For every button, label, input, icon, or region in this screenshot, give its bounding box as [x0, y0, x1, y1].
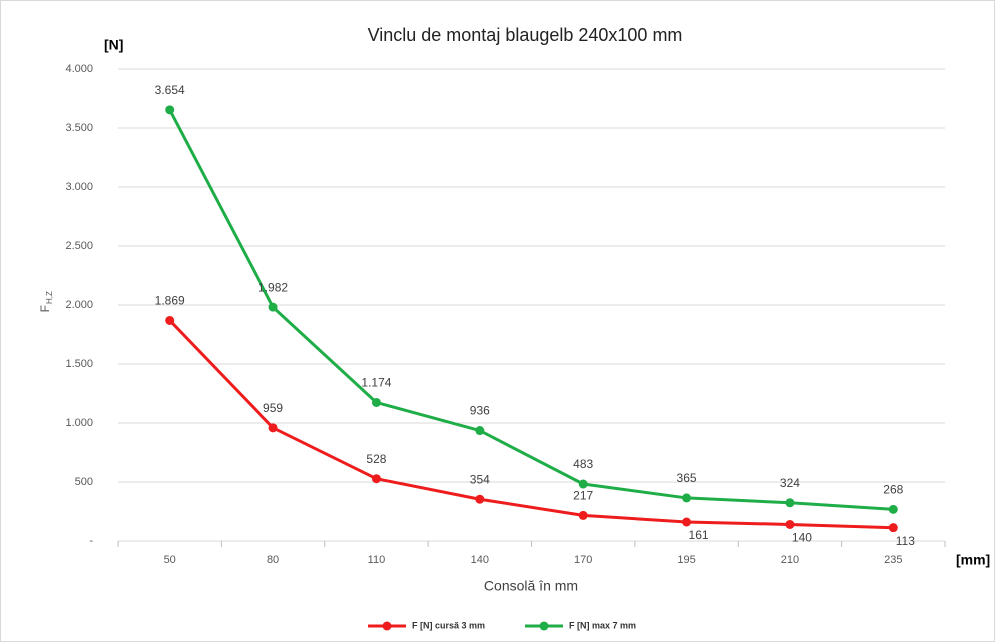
y-tick-label: 500 [75, 476, 93, 488]
data-label: 936 [470, 404, 490, 418]
data-point [371, 474, 381, 484]
data-point [785, 498, 795, 508]
data-label: 140 [792, 531, 812, 545]
y-tick-label: 3.000 [65, 181, 93, 193]
x-tick-label: 110 [368, 554, 386, 566]
y-tick-label: 4.000 [65, 63, 93, 75]
x-tick-label: 235 [884, 554, 902, 566]
y-axis-label: F H,Z [38, 291, 54, 312]
x-tick-label: 195 [677, 554, 695, 566]
data-label: 268 [883, 483, 903, 497]
data-label: 1.869 [155, 294, 185, 308]
data-point [371, 397, 381, 407]
data-label: 483 [573, 457, 593, 471]
data-point [578, 510, 588, 520]
data-point [165, 105, 175, 115]
data-point [165, 315, 175, 325]
data-point [268, 423, 278, 433]
data-point [785, 519, 795, 529]
data-label: 217 [573, 489, 593, 503]
data-point [475, 426, 485, 436]
x-axis-label: Consolă în mm [484, 578, 578, 594]
y-unit: [N] [104, 37, 123, 53]
data-point [268, 302, 278, 312]
data-label: 324 [780, 476, 800, 490]
data-label: 365 [677, 471, 697, 485]
data-label: 3.654 [155, 83, 185, 97]
x-tick-label: 170 [574, 554, 592, 566]
x-tick-label: 140 [471, 554, 489, 566]
series-line [168, 319, 894, 530]
x-tick-label: 50 [164, 554, 176, 566]
data-point [578, 479, 588, 489]
x-tick-label: 210 [781, 554, 799, 566]
y-tick-label: 3.500 [65, 122, 93, 134]
legend-label: F [N] max 7 mm [569, 620, 636, 630]
data-point [682, 493, 692, 503]
data-label: 528 [366, 452, 386, 466]
x-tick-label: 80 [267, 554, 279, 566]
data-label: 354 [470, 472, 490, 486]
y-tick-label: - [89, 535, 93, 547]
y-tick-label: 2.500 [65, 240, 93, 252]
y-tick-label: 1.500 [65, 358, 93, 370]
data-point [682, 517, 692, 527]
y-axis-label-main: F [38, 305, 52, 312]
y-tick-label: 1.000 [65, 417, 93, 429]
data-point [888, 523, 898, 533]
y-tick-label: 2.000 [65, 299, 93, 311]
x-unit: [mm] [956, 552, 990, 568]
data-label: 959 [263, 401, 283, 415]
data-label: 161 [689, 528, 709, 542]
data-label: 1.174 [361, 376, 391, 390]
series-line [168, 109, 894, 511]
data-label: 1.982 [258, 280, 288, 294]
legend-label: F [N] cursă 3 mm [412, 620, 485, 630]
y-axis-label-sub: H,Z [45, 291, 54, 304]
chart-title: Vinclu de montaj blaugelb 240x100 mm [368, 25, 683, 45]
legend-marker [382, 621, 392, 631]
data-label: 113 [896, 534, 915, 548]
data-point [475, 494, 485, 504]
data-point [888, 504, 898, 514]
legend-marker [539, 621, 549, 631]
